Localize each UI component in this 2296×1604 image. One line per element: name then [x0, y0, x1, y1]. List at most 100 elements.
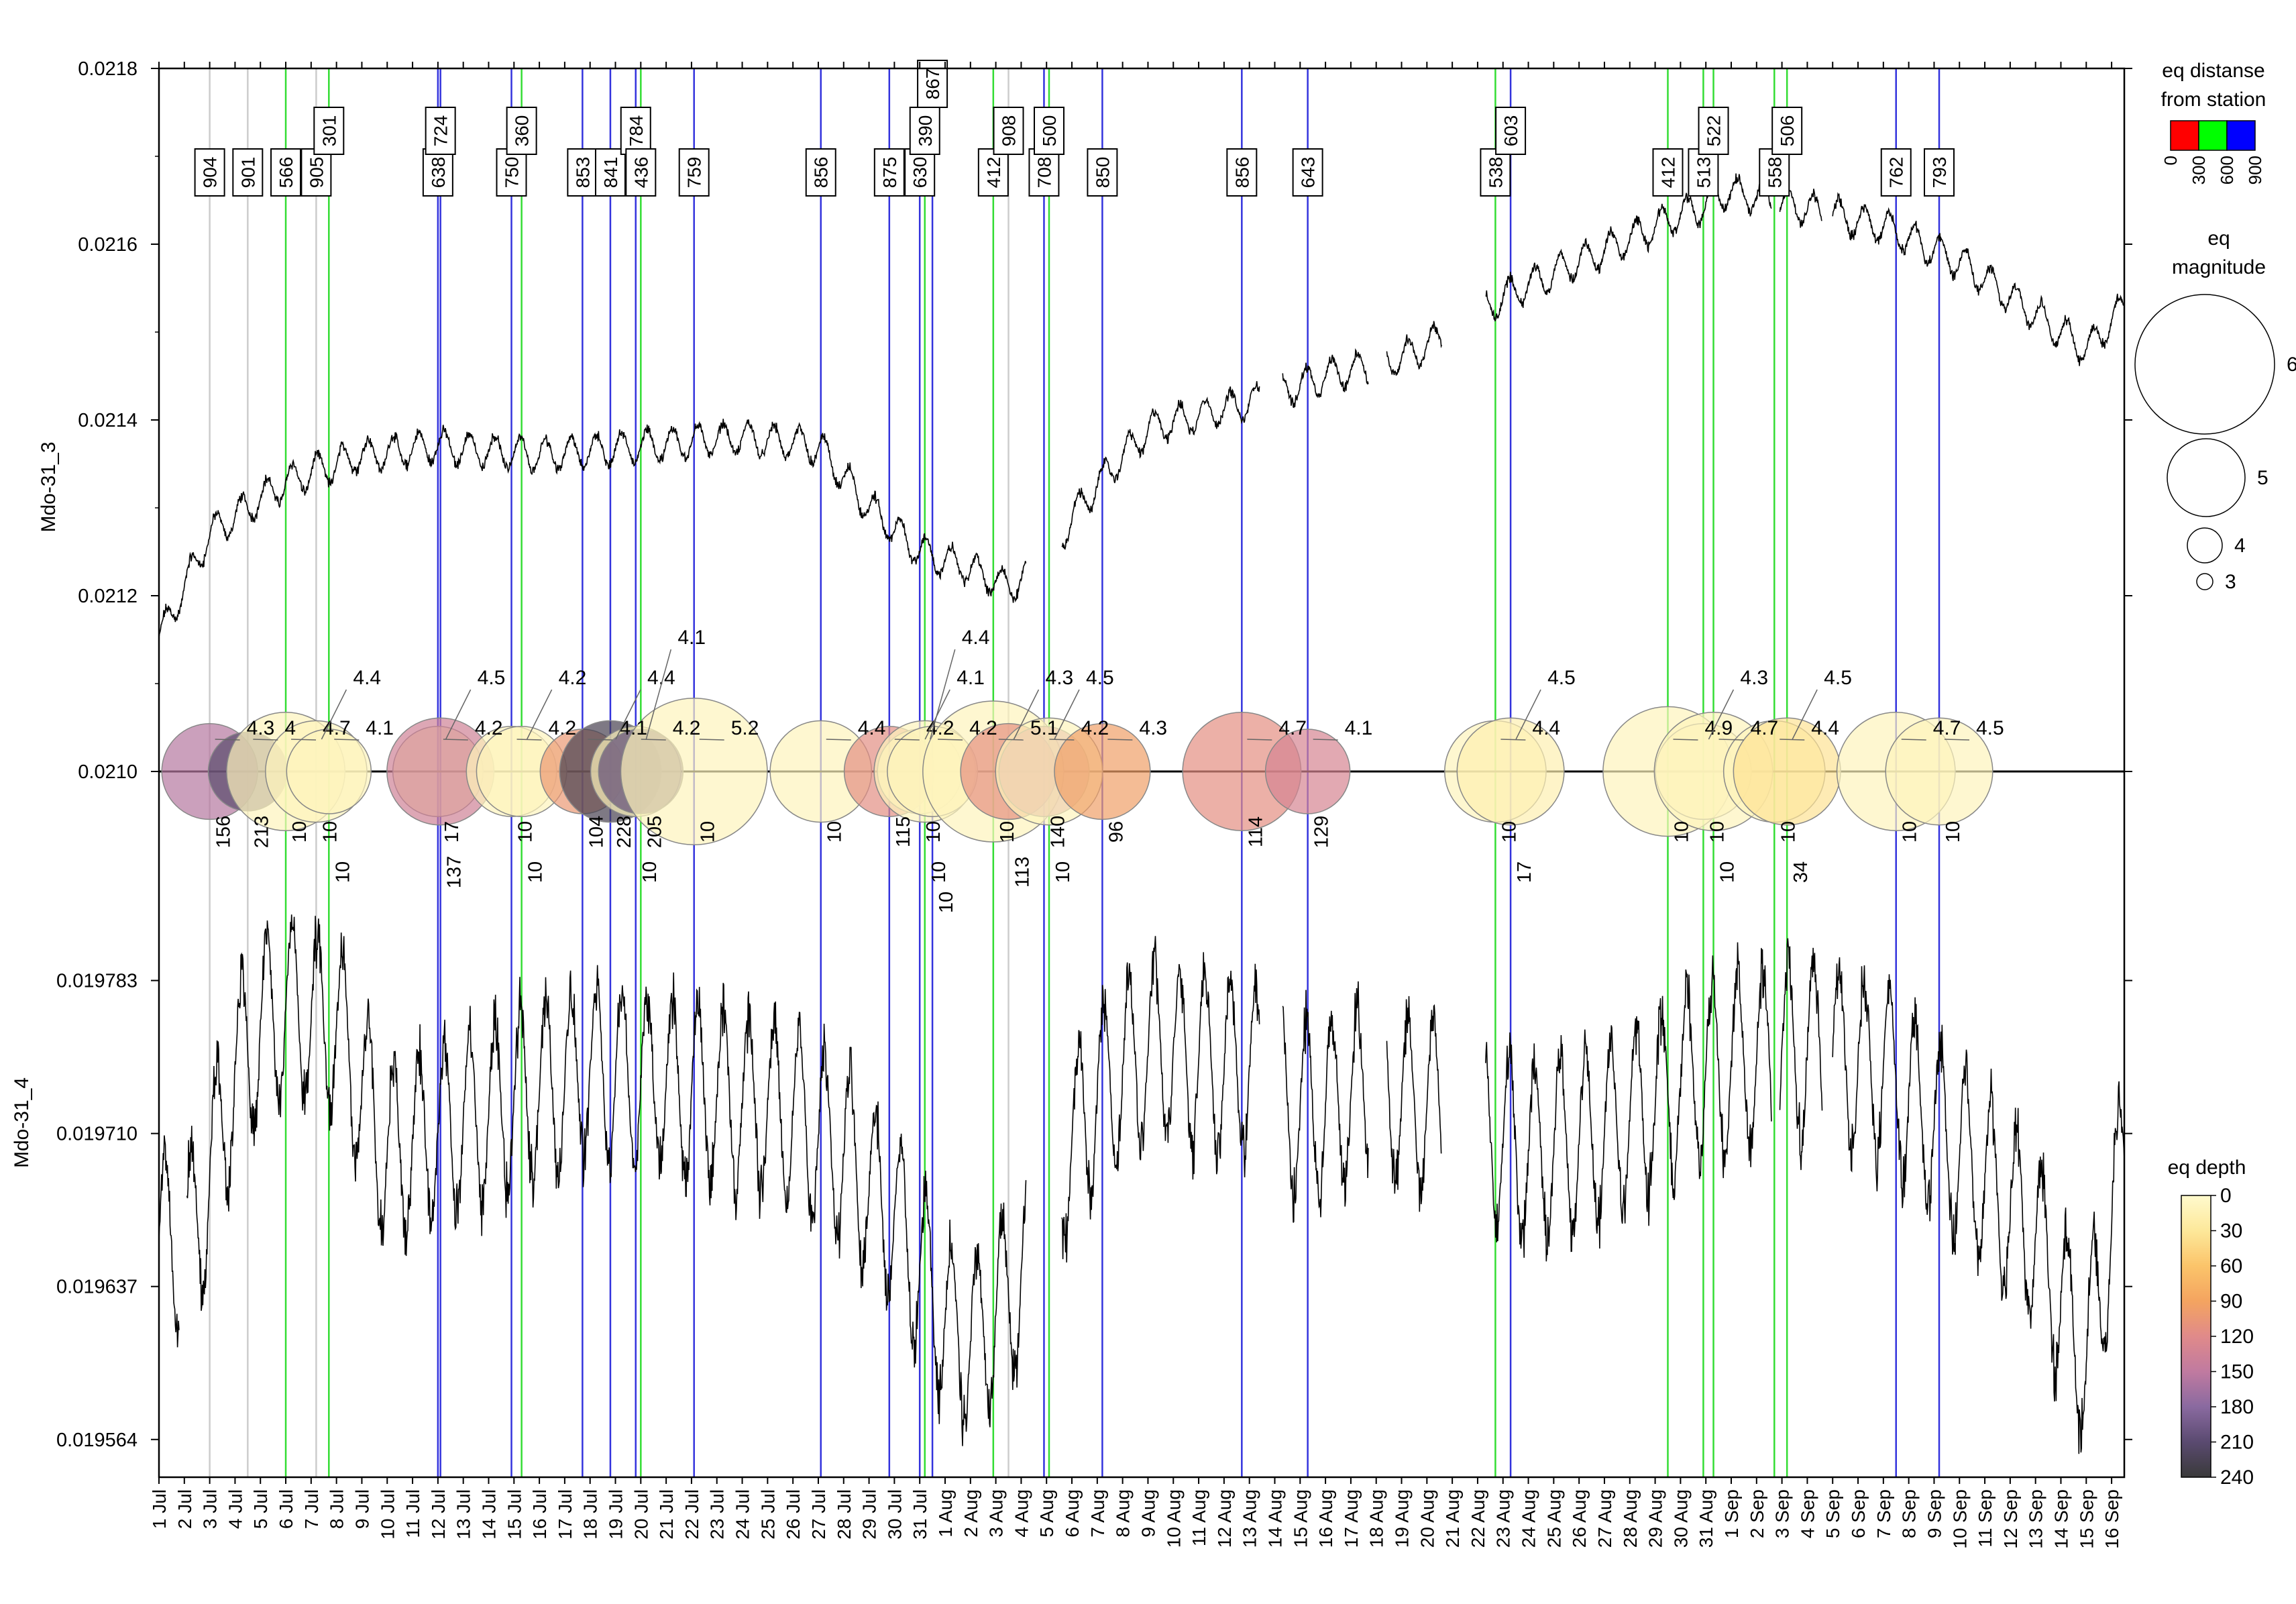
- magnitude-label: 4.2: [475, 717, 503, 739]
- depth-label: 10: [1671, 821, 1692, 843]
- magnitude-legend-label: 5: [2257, 467, 2268, 489]
- x-tick-label: 17 Jul: [555, 1489, 576, 1540]
- x-tick-label: 25 Aug: [1543, 1489, 1564, 1548]
- depth-legend-label: 60: [2220, 1255, 2242, 1277]
- depth-label: 10: [289, 821, 311, 843]
- magnitude-label: 4.1: [366, 717, 394, 739]
- x-tick-label: 3 Aug: [986, 1489, 1007, 1538]
- magnitude-label: 4.2: [1081, 717, 1109, 739]
- distance-box: [506, 107, 537, 155]
- distance-label: 904: [200, 157, 221, 189]
- y-axis-label-bottom: Mdo-31_4: [11, 1077, 33, 1168]
- x-tick-label: 7 Jul: [301, 1489, 322, 1529]
- distance-legend-label: 900: [2245, 156, 2265, 184]
- distance-label: 638: [428, 157, 449, 189]
- x-tick-label: 6 Sep: [1848, 1489, 1869, 1538]
- magnitude-legend-circle: [2167, 438, 2246, 517]
- distance-box: [425, 107, 456, 155]
- depth-label: 156: [213, 816, 235, 848]
- depth-label: 96: [1105, 821, 1127, 843]
- magnitude-leader: [1049, 739, 1075, 741]
- distance-label: 643: [1298, 157, 1319, 189]
- x-tick-label: 27 Aug: [1594, 1489, 1615, 1548]
- distance-label: 360: [512, 115, 533, 147]
- x-tick-label: 5 Aug: [1036, 1489, 1057, 1538]
- magnitude-label: 4.1: [1345, 717, 1373, 739]
- magnitude-leader: [1780, 739, 1805, 741]
- x-tick-label: 26 Jul: [783, 1489, 804, 1540]
- distance-box: [904, 148, 936, 197]
- distance-label: 853: [572, 157, 593, 189]
- depth-label: 10: [515, 821, 537, 843]
- magnitude-label: 4.5: [478, 667, 506, 689]
- x-tick-label: 6 Aug: [1062, 1489, 1083, 1538]
- depth-label: 10: [1052, 861, 1074, 883]
- depth-label: 34: [1790, 861, 1812, 883]
- earthquake-bubbles: [161, 698, 1993, 845]
- distance-legend-swatch: [2226, 120, 2256, 151]
- magnitude-label: 4.1: [956, 667, 985, 689]
- x-tick-label: 7 Aug: [1087, 1489, 1108, 1538]
- magnitude-label: 4.4: [1532, 717, 1560, 739]
- depth-legend-label: 0: [2220, 1185, 2232, 1207]
- distance-box: [496, 148, 527, 197]
- depth-legend-bar: [2181, 1195, 2211, 1478]
- magnitude-label: 4.3: [1139, 717, 1167, 739]
- magnitude-legend-title-1: eq: [2207, 227, 2230, 250]
- distance-label: 856: [1232, 157, 1252, 189]
- distance-label: 390: [915, 115, 936, 147]
- magnitude-leader: [1013, 689, 1040, 740]
- depth-label: 213: [251, 816, 272, 848]
- x-tick-label: 6 Jul: [276, 1489, 296, 1529]
- magnitude-leader: [1515, 689, 1541, 740]
- earthquake-bubble: [1054, 723, 1151, 820]
- magnitude-label: 4.2: [969, 717, 997, 739]
- magnitude-leader: [645, 649, 672, 740]
- depth-label: 104: [586, 816, 607, 848]
- x-tick-label: 2 Aug: [961, 1489, 981, 1538]
- distance-box: [270, 148, 302, 197]
- depth-legend-label: 30: [2220, 1220, 2242, 1242]
- magnitude-leader: [1901, 739, 1926, 741]
- distance-label: 558: [1764, 157, 1785, 189]
- depth-legend-label: 150: [2220, 1361, 2254, 1383]
- depth-label: 140: [1047, 816, 1069, 848]
- magnitude-label: 4.1: [677, 627, 706, 649]
- magnitude-legend-label: 6: [2287, 354, 2296, 376]
- depth-legend-label: 210: [2220, 1432, 2254, 1454]
- x-tick-label: 12 Aug: [1214, 1489, 1235, 1548]
- x-tick-label: 23 Aug: [1493, 1489, 1514, 1548]
- magnitude-leader: [938, 739, 963, 741]
- magnitude-label: 4.9: [1704, 717, 1733, 739]
- x-tick-label: 1 Aug: [935, 1489, 956, 1538]
- x-tick-label: 4 Jul: [225, 1489, 245, 1529]
- magnitude-legend-label: 3: [2225, 571, 2236, 593]
- magnitude-leader: [699, 739, 724, 741]
- magnitude-label: 4.3: [1740, 667, 1768, 689]
- series-lines: [158, 173, 2125, 1454]
- x-tick-label: 30 Jul: [884, 1489, 905, 1540]
- distance-box: [313, 107, 345, 155]
- magnitude-label: 4.5: [1547, 667, 1576, 689]
- magnitude-label: 4.4: [353, 667, 381, 689]
- x-tick-label: 19 Jul: [606, 1489, 626, 1540]
- magnitude-leader: [291, 739, 317, 741]
- earthquake-bubble: [1885, 717, 1993, 826]
- magnitude-legend-title-2: magnitude: [2172, 256, 2266, 278]
- distance-label: 412: [983, 157, 1004, 189]
- depth-label: 10: [1498, 821, 1520, 843]
- distance-box: [1771, 107, 1803, 155]
- distance-label: 630: [910, 157, 930, 189]
- x-tick-label: 9 Aug: [1138, 1489, 1158, 1538]
- distance-box: [620, 107, 651, 155]
- magnitude-leader: [998, 739, 1024, 741]
- x-tick-label: 9 Sep: [1924, 1489, 1945, 1538]
- plot-frame: [158, 67, 2126, 1479]
- x-tick-label: 3 Jul: [200, 1489, 221, 1529]
- x-tick-label: 31 Aug: [1696, 1489, 1716, 1548]
- x-tick-label: 10 Sep: [1949, 1489, 1970, 1549]
- distance-box: [1034, 107, 1065, 155]
- x-tick-label: 7 Sep: [1873, 1489, 1894, 1538]
- distance-box: [805, 148, 836, 197]
